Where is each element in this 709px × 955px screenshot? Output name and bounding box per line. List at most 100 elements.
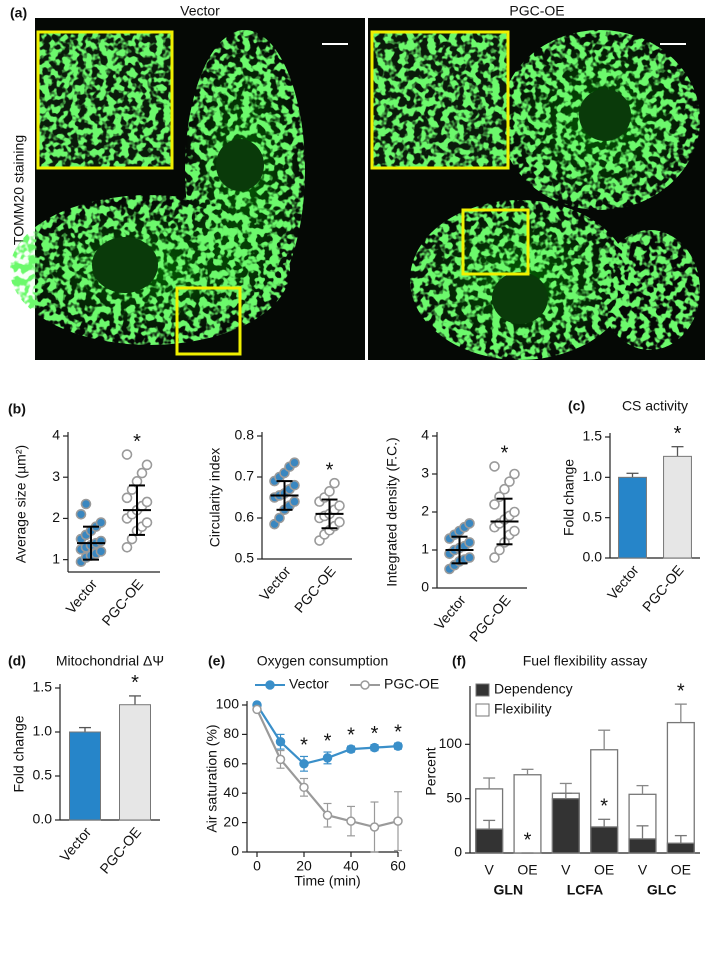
bar	[590, 826, 619, 854]
annotation: *	[133, 431, 141, 453]
x-tick-label: V	[561, 862, 571, 878]
x-tick-label: Vector	[256, 563, 294, 604]
point	[95, 517, 107, 528]
point	[289, 457, 300, 468]
bar	[618, 476, 647, 559]
y-tick-label: 50	[446, 789, 462, 805]
chart-title: Fuel flexibility assay	[523, 653, 648, 669]
point	[324, 486, 335, 497]
legend-label: Dependency	[494, 681, 573, 697]
x-tick-label: 40	[343, 858, 359, 874]
point	[334, 516, 345, 528]
y-tick-label: 80	[223, 725, 239, 741]
bar	[666, 721, 695, 854]
point	[464, 552, 475, 563]
x-tick-label: 20	[296, 858, 312, 874]
panel-label: (c)	[568, 398, 585, 414]
y-tick-label: 0	[421, 579, 429, 595]
y-tick-label: 1.5	[33, 679, 53, 695]
annotation: *	[324, 730, 332, 752]
point	[322, 753, 333, 763]
y-tick-label: 4	[421, 427, 429, 443]
point	[299, 759, 309, 769]
y-tick-label: 2	[421, 503, 429, 519]
row-label: TOMM20 staining	[11, 135, 27, 245]
point	[346, 744, 356, 754]
x-tick-label: OE	[517, 862, 537, 878]
x-tick-label: PGC-OE	[96, 824, 144, 877]
x-tick-label: OE	[594, 862, 614, 878]
legend-marker	[265, 680, 275, 690]
annotation: *	[347, 724, 355, 746]
point	[322, 810, 333, 820]
y-tick-label: 3	[52, 468, 60, 484]
point	[329, 477, 340, 489]
x-tick-label: Vector	[56, 824, 94, 865]
point	[509, 525, 520, 537]
point	[509, 468, 520, 480]
annotation: *	[677, 680, 685, 702]
panel-label: (a)	[10, 5, 27, 21]
bar	[475, 828, 504, 854]
y-tick-label: 0.6	[235, 509, 255, 525]
column-label: Vector	[180, 3, 220, 19]
legend-swatch	[475, 703, 490, 717]
y-tick-label: 0.0	[583, 549, 603, 565]
legend-swatch	[475, 683, 490, 697]
y-tick-label: 0	[231, 843, 239, 859]
bar	[119, 704, 151, 821]
legend-label: Flexibility	[494, 701, 552, 717]
group-label: GLC	[647, 882, 677, 898]
bar	[663, 455, 692, 559]
bar	[628, 838, 657, 854]
x-tick-label: Vector	[62, 576, 100, 617]
y-tick-label: 0.5	[583, 508, 603, 524]
y-tick-label: 20	[223, 813, 239, 829]
x-tick-label: PGC-OE	[466, 592, 514, 645]
point	[141, 517, 153, 528]
y-tick-label: 0.7	[235, 468, 255, 484]
point	[141, 496, 153, 508]
point	[499, 483, 510, 495]
point	[252, 704, 262, 715]
y-axis-label: Air saturation (%)	[204, 724, 220, 832]
y-tick-label: 40	[223, 784, 239, 800]
y-axis-label: Average size (µm²)	[13, 445, 29, 563]
panel-label: (f)	[452, 653, 466, 669]
column-label: PGC-OE	[509, 3, 564, 19]
x-tick-label: V	[484, 862, 494, 878]
point	[504, 476, 515, 487]
point	[393, 816, 403, 826]
point	[141, 459, 153, 471]
y-tick-label: 0.5	[33, 767, 53, 783]
point	[95, 535, 107, 547]
micrograph-vector	[10, 18, 365, 360]
legend-marker	[360, 680, 370, 690]
y-tick-label: 0.0	[33, 811, 53, 827]
y-axis-label: Circularity index	[207, 448, 223, 548]
point	[489, 552, 500, 563]
y-axis-label: Fold change	[561, 459, 577, 536]
point	[95, 546, 107, 557]
point	[334, 500, 345, 512]
point	[369, 822, 380, 832]
chart-title: Oxygen consumption	[257, 653, 389, 669]
point	[489, 499, 500, 510]
y-tick-label: 1	[421, 541, 429, 557]
annotation: *	[326, 459, 334, 481]
point	[75, 509, 87, 520]
x-tick-label: Vector	[604, 562, 642, 603]
point	[494, 544, 505, 556]
y-axis-label: Percent	[423, 747, 439, 795]
legend-label: Vector	[289, 676, 329, 692]
y-tick-label: 2	[52, 509, 60, 525]
group-label: GLN	[494, 882, 524, 898]
bar	[69, 731, 101, 821]
y-tick-label: 4	[52, 427, 60, 443]
x-tick-label: PGC-OE	[291, 563, 339, 616]
y-tick-label: 100	[216, 696, 240, 712]
annotation: *	[371, 723, 379, 745]
y-tick-label: 0	[454, 844, 462, 860]
point	[289, 479, 300, 491]
